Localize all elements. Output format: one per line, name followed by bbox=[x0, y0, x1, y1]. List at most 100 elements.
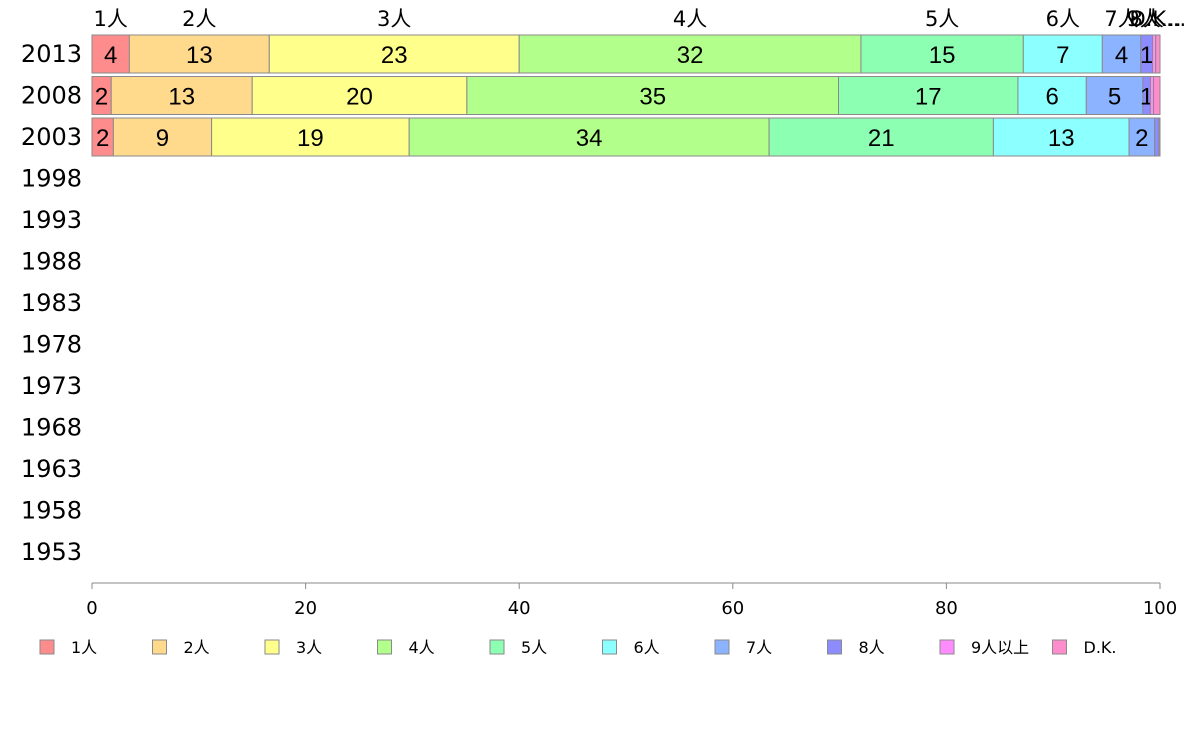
bar-segment bbox=[518, 34, 862, 74]
bar-segment bbox=[1017, 76, 1087, 115]
year-label: 2003 bbox=[21, 123, 82, 151]
x-tick-label: 20 bbox=[294, 598, 317, 619]
legend-item: 8人 bbox=[827, 638, 885, 657]
data-label: 13 bbox=[186, 42, 213, 69]
legend-swatch bbox=[827, 639, 842, 655]
legend-swatch bbox=[152, 639, 167, 655]
year-label: 1968 bbox=[21, 414, 82, 442]
year-label: 1973 bbox=[21, 372, 82, 400]
legend-label: 2人 bbox=[184, 638, 210, 657]
data-label: 21 bbox=[868, 125, 895, 152]
legend-swatch bbox=[377, 639, 392, 655]
segment-category-label: 4人 bbox=[673, 7, 707, 31]
legend-item: 2人 bbox=[152, 638, 210, 657]
data-label: 19 bbox=[297, 125, 324, 152]
legend-item: 5人 bbox=[489, 638, 547, 657]
data-label: 13 bbox=[168, 84, 195, 111]
data-label: 17 bbox=[915, 84, 942, 111]
data-label: 32 bbox=[677, 42, 704, 69]
legend-item: 3人 bbox=[264, 638, 322, 657]
data-label: 9 bbox=[156, 125, 169, 152]
bar-segment bbox=[128, 34, 270, 74]
data-label: 20 bbox=[346, 84, 373, 111]
segment-category-label: D.K... bbox=[1130, 7, 1187, 31]
bar-segment bbox=[1101, 34, 1142, 74]
bar-row: 4 13 23 32 15 7 4 1 bbox=[91, 34, 1161, 74]
legend-item: 9人以上 bbox=[939, 638, 1029, 657]
legend-swatch bbox=[264, 639, 280, 655]
legend-swatch bbox=[714, 639, 730, 655]
year-label: 1963 bbox=[21, 455, 82, 483]
legend-swatch bbox=[602, 639, 617, 655]
data-label: 13 bbox=[1048, 125, 1075, 152]
year-label: 1993 bbox=[21, 206, 82, 234]
legend: 1人 2人 3人 4人 5人 6人 7人 8人 9人以上 D.K. bbox=[39, 638, 1117, 657]
x-tick-label: 0 bbox=[86, 598, 97, 619]
legend-swatch bbox=[39, 639, 55, 655]
bar-segment bbox=[768, 117, 994, 157]
year-label: 1983 bbox=[21, 289, 82, 317]
legend-swatch bbox=[939, 639, 955, 655]
data-label: 2 bbox=[1135, 125, 1148, 152]
legend-label: 6人 bbox=[634, 638, 660, 657]
data-label: 6 bbox=[1045, 84, 1058, 111]
year-label: 1953 bbox=[21, 538, 82, 566]
data-label: 5 bbox=[1108, 84, 1121, 111]
legend-item: 1人 bbox=[39, 638, 97, 657]
segment-category-label: 3人 bbox=[377, 7, 411, 31]
bar-segment bbox=[112, 117, 213, 157]
legend-item: 6人 bbox=[602, 638, 660, 657]
segment-category-label: 1人 bbox=[94, 7, 128, 31]
legend-label: 1人 bbox=[71, 638, 97, 657]
x-tick-label: 60 bbox=[721, 598, 744, 619]
bar-segment bbox=[1153, 76, 1161, 115]
legend-label: 3人 bbox=[296, 638, 322, 657]
bar-segment bbox=[251, 76, 468, 115]
legend-item: D.K. bbox=[1052, 638, 1117, 657]
segment-category-label: 8人 bbox=[1129, 7, 1163, 31]
data-label: 34 bbox=[576, 125, 603, 152]
year-label: 1958 bbox=[21, 497, 82, 525]
year-label: 1988 bbox=[21, 248, 82, 276]
segment-category-label: 5人 bbox=[925, 7, 959, 31]
data-label: 35 bbox=[639, 84, 666, 111]
legend-label: 8人 bbox=[859, 638, 885, 657]
bar-row: 2 13 20 35 17 6 5 1 bbox=[91, 76, 1161, 115]
bar-segment bbox=[268, 34, 520, 74]
legend-label: 5人 bbox=[521, 638, 547, 657]
bar-segment bbox=[838, 76, 1019, 115]
year-label: 2008 bbox=[21, 82, 82, 110]
bar-segment bbox=[1158, 117, 1161, 157]
bar-segment bbox=[1154, 117, 1160, 157]
data-label: 2 bbox=[96, 125, 109, 152]
data-label: 2 bbox=[95, 84, 108, 111]
x-tick-label: 40 bbox=[508, 598, 531, 619]
bar-segment bbox=[1022, 34, 1103, 74]
segment-category-label: 6人 bbox=[1046, 7, 1080, 31]
bars: 4 13 23 32 15 7 4 12 13 20 35 17 6 5 12 9 19 34 21 13 2 bbox=[91, 34, 1161, 157]
legend-label: 4人 bbox=[409, 638, 435, 657]
legend-swatch bbox=[1052, 639, 1067, 655]
data-label: 23 bbox=[381, 42, 408, 69]
year-label: 1998 bbox=[21, 165, 82, 193]
data-label: 4 bbox=[104, 42, 117, 69]
bar-segment bbox=[1085, 76, 1144, 115]
x-axis: 0 20 40 60 80 100 bbox=[86, 582, 1177, 619]
legend-label: D.K. bbox=[1084, 638, 1117, 657]
bar-row: 2 9 19 34 21 13 2 bbox=[91, 117, 1161, 157]
year-axis-labels: 2013 2008 2003 1998 1993 1988 1983 1978 1973 1968… bbox=[21, 40, 82, 566]
bar-segment bbox=[466, 76, 840, 115]
year-label: 1978 bbox=[21, 331, 82, 359]
data-label: 15 bbox=[929, 42, 956, 69]
data-label: 4 bbox=[1115, 42, 1128, 69]
bar-segment bbox=[1155, 34, 1161, 74]
legend-item: 7人 bbox=[714, 638, 772, 657]
segment-category-label: 7人 bbox=[1104, 7, 1138, 31]
x-tick-label: 100 bbox=[1143, 598, 1177, 619]
data-label: 7 bbox=[1056, 42, 1069, 69]
year-label: 2013 bbox=[21, 40, 82, 68]
legend-item: 4人 bbox=[377, 638, 435, 657]
bar-segment bbox=[110, 76, 253, 115]
legend-label: 9人以上 bbox=[971, 638, 1029, 657]
